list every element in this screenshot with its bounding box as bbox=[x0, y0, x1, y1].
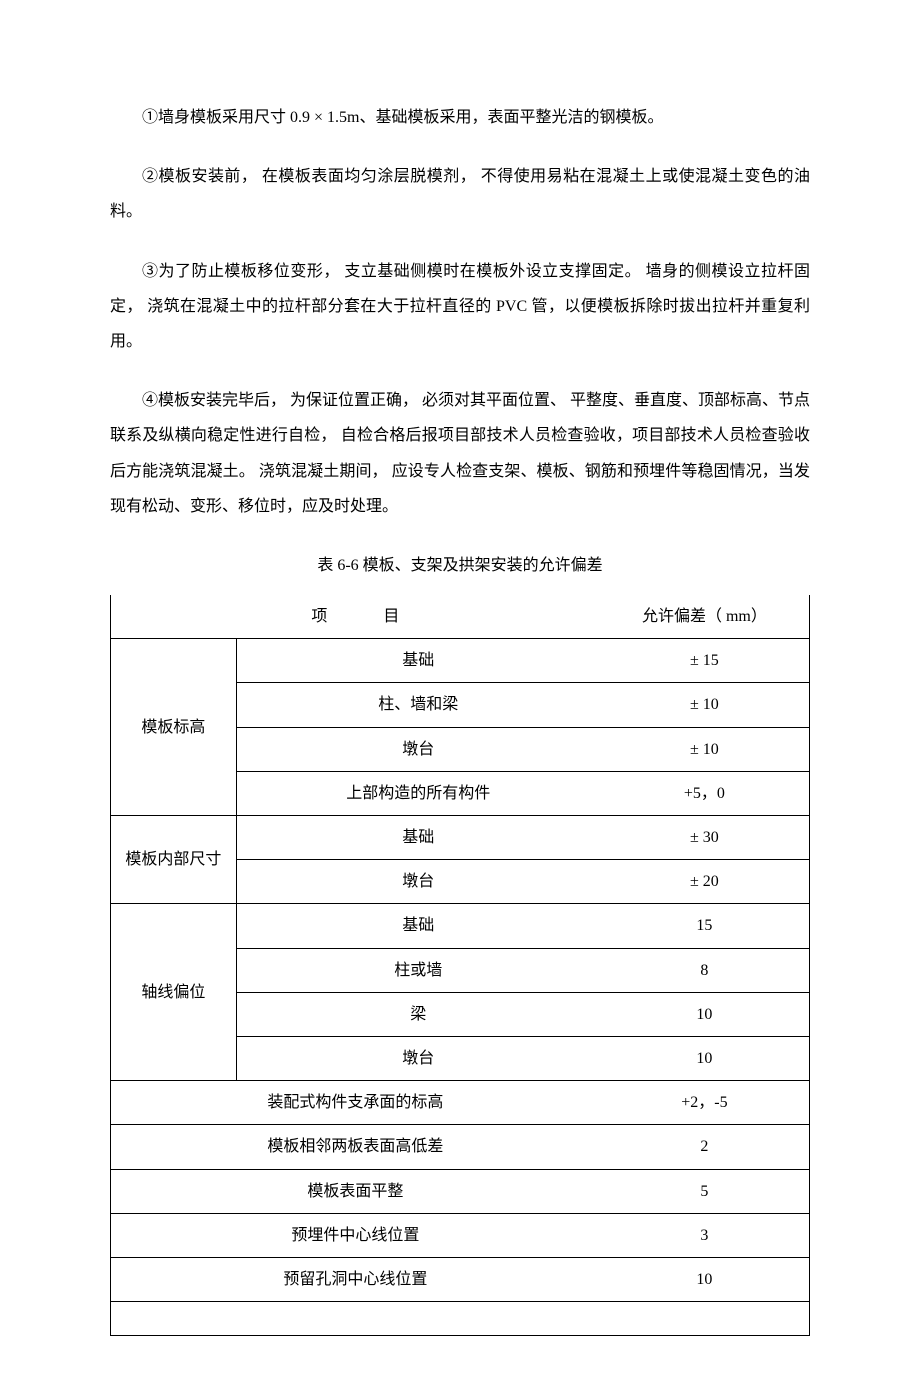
tolerance-cell: +2，-5 bbox=[600, 1081, 810, 1125]
paragraph-1: ①墙身模板采用尺寸 0.9 × 1.5m、基础模板采用，表面平整光洁的钢模板。 bbox=[110, 100, 810, 135]
table-row-empty bbox=[111, 1302, 810, 1336]
item-cell: 梁 bbox=[236, 992, 599, 1036]
tolerance-cell: 10 bbox=[600, 1257, 810, 1301]
table-row: 模板相邻两板表面高低差 2 bbox=[111, 1125, 810, 1169]
item-cell: 墩台 bbox=[236, 1036, 599, 1080]
empty-cell bbox=[111, 1302, 600, 1336]
tolerance-cell: 8 bbox=[600, 948, 810, 992]
empty-cell bbox=[600, 1302, 810, 1336]
item-cell: 模板相邻两板表面高低差 bbox=[111, 1125, 600, 1169]
table-row: 模板标高 基础 ± 15 bbox=[111, 639, 810, 683]
item-cell: 预埋件中心线位置 bbox=[111, 1213, 600, 1257]
table-caption: 表 6-6 模板、支架及拱架安装的允许偏差 bbox=[110, 548, 810, 583]
header-item: 项 目 bbox=[111, 595, 600, 639]
paragraph-4: ④模板安装完毕后， 为保证位置正确， 必须对其平面位置、 平整度、垂直度、顶部标… bbox=[110, 383, 810, 524]
paragraph-3: ③为了防止模板移位变形， 支立基础侧模时在模板外设立支撑固定。 墙身的侧模设立拉… bbox=[110, 254, 810, 360]
item-cell: 墩台 bbox=[236, 860, 599, 904]
tolerance-cell: 3 bbox=[600, 1213, 810, 1257]
table-row: 装配式构件支承面的标高 +2，-5 bbox=[111, 1081, 810, 1125]
table-row: 预埋件中心线位置 3 bbox=[111, 1213, 810, 1257]
table-header-row: 项 目 允许偏差（ mm） bbox=[111, 595, 810, 639]
item-cell: 柱、墙和梁 bbox=[236, 683, 599, 727]
tolerance-cell: ± 20 bbox=[600, 860, 810, 904]
tolerance-cell: 10 bbox=[600, 992, 810, 1036]
item-cell: 上部构造的所有构件 bbox=[236, 771, 599, 815]
paragraph-2: ②模板安装前， 在模板表面均匀涂层脱模剂， 不得使用易粘在混凝土上或使混凝土变色… bbox=[110, 159, 810, 229]
header-tolerance: 允许偏差（ mm） bbox=[600, 595, 810, 639]
item-cell: 柱或墙 bbox=[236, 948, 599, 992]
group-name: 轴线偏位 bbox=[111, 904, 237, 1081]
tolerance-cell: ± 15 bbox=[600, 639, 810, 683]
item-cell: 墩台 bbox=[236, 727, 599, 771]
tolerance-cell: 2 bbox=[600, 1125, 810, 1169]
item-cell: 基础 bbox=[236, 904, 599, 948]
table-row: 预留孔洞中心线位置 10 bbox=[111, 1257, 810, 1301]
table-row: 轴线偏位 基础 15 bbox=[111, 904, 810, 948]
header-item-part2: 目 bbox=[383, 608, 399, 625]
tolerance-cell: +5，0 bbox=[600, 771, 810, 815]
header-item-part1: 项 bbox=[311, 608, 327, 625]
item-cell: 模板表面平整 bbox=[111, 1169, 600, 1213]
group-name: 模板内部尺寸 bbox=[111, 816, 237, 904]
tolerance-cell: ± 10 bbox=[600, 727, 810, 771]
tolerance-cell: 15 bbox=[600, 904, 810, 948]
tolerance-cell: 10 bbox=[600, 1036, 810, 1080]
table-row: 模板表面平整 5 bbox=[111, 1169, 810, 1213]
item-cell: 基础 bbox=[236, 639, 599, 683]
tolerance-cell: ± 30 bbox=[600, 816, 810, 860]
item-cell: 基础 bbox=[236, 816, 599, 860]
group-name: 模板标高 bbox=[111, 639, 237, 816]
item-cell: 装配式构件支承面的标高 bbox=[111, 1081, 600, 1125]
tolerance-cell: 5 bbox=[600, 1169, 810, 1213]
table-row: 模板内部尺寸 基础 ± 30 bbox=[111, 816, 810, 860]
item-cell: 预留孔洞中心线位置 bbox=[111, 1257, 600, 1301]
tolerance-table: 项 目 允许偏差（ mm） 模板标高 基础 ± 15 柱、墙和梁 ± 10 墩台… bbox=[110, 595, 810, 1336]
tolerance-cell: ± 10 bbox=[600, 683, 810, 727]
